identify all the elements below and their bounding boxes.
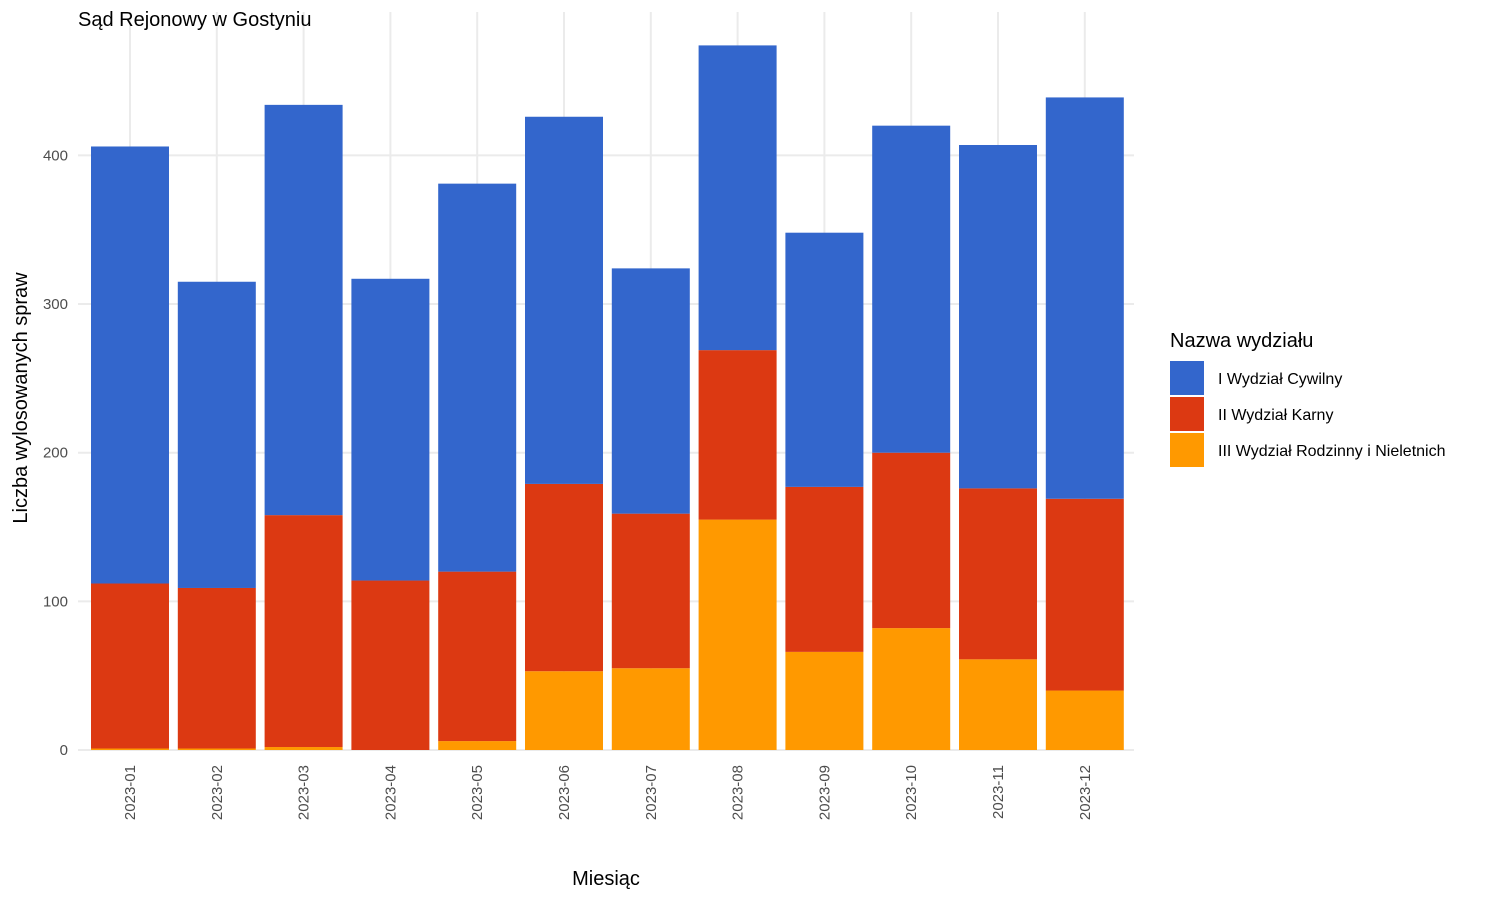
legend-label: II Wydział Karny — [1218, 407, 1333, 424]
x-tick-label: 2023-01 — [122, 765, 139, 820]
bar-segment — [611, 268, 690, 514]
bar-segment — [785, 486, 864, 652]
x-tick-label: 2023-02 — [209, 765, 226, 820]
x-tick-label: 2023-11 — [990, 765, 1007, 819]
legend-items: I Wydział Cywilny II Wydział Karny III Wyd… — [1170, 361, 1446, 467]
bar-segment — [264, 104, 343, 516]
bar-segment — [1045, 97, 1124, 499]
y-tick-label: 400 — [43, 147, 68, 164]
bar-segment — [91, 748, 169, 750]
y-tick-label: 300 — [43, 296, 68, 313]
legend-label: III Wydział Rodzinny i Nieletnich — [1218, 443, 1446, 460]
legend-swatch — [1170, 361, 1204, 395]
bar-segment — [264, 515, 343, 748]
x-tick-label: 2023-03 — [296, 765, 313, 820]
x-tick-label: 2023-09 — [816, 765, 833, 820]
bar-segment — [351, 278, 430, 581]
bar-segment — [959, 488, 1037, 660]
bar-segment — [264, 747, 343, 750]
chart-title: Sąd Rejonowy w Gostyniu — [78, 9, 311, 31]
bar-segment — [1045, 498, 1124, 691]
x-axis-title: Miesiąc — [572, 868, 640, 890]
legend-swatch — [1170, 433, 1204, 467]
bar-segment — [177, 281, 256, 588]
bar-segment — [611, 668, 690, 750]
bar-segment — [525, 671, 603, 750]
bar-segment — [351, 580, 430, 750]
bar-segment — [525, 116, 603, 484]
bars — [91, 45, 1124, 750]
bar-segment — [698, 350, 777, 520]
x-tick-label: 2023-08 — [730, 765, 747, 820]
x-tick-label: 2023-06 — [556, 765, 573, 820]
bar-segment — [611, 513, 690, 669]
bar-segment — [438, 183, 517, 572]
bar-segment — [1045, 690, 1124, 750]
bar-segment — [525, 483, 603, 672]
bar-segment — [872, 125, 951, 453]
bar-segment — [698, 519, 777, 750]
x-tick-label: 2023-04 — [382, 765, 399, 820]
x-tick-label: 2023-07 — [643, 765, 660, 820]
bar-segment — [698, 45, 777, 351]
y-axis-title: Liczba wylosowanych spraw — [10, 272, 32, 524]
bar-segment — [91, 146, 169, 584]
bar-segment — [785, 651, 864, 750]
legend-title: Nazwa wydziału — [1170, 330, 1313, 352]
bar-segment — [438, 571, 517, 742]
x-tick-label: 2023-10 — [903, 765, 920, 820]
bar-segment — [959, 144, 1037, 489]
legend: Nazwa wydziału I Wydział Cywilny II Wydzi… — [1170, 330, 1446, 467]
bar-segment — [785, 232, 864, 487]
legend-label: I Wydział Cywilny — [1218, 371, 1342, 388]
y-tick-label: 100 — [43, 593, 68, 610]
y-tick-label: 200 — [43, 445, 68, 462]
y-axis-ticks: 0 100 200 300 400 — [43, 147, 68, 759]
bar-segment — [177, 748, 256, 750]
bar-segment — [959, 659, 1037, 750]
x-axis-ticks: 2023-01 2023-02 2023-03 2023-04 2023-05 2023-… — [122, 765, 1094, 820]
bar-segment — [872, 628, 951, 750]
legend-swatch — [1170, 397, 1204, 431]
bar-segment — [91, 583, 169, 749]
bar-segment — [177, 587, 256, 749]
y-tick-label: 0 — [60, 742, 68, 759]
x-tick-label: 2023-05 — [469, 765, 486, 820]
bar-segment — [438, 741, 517, 750]
x-tick-label: 2023-12 — [1077, 765, 1094, 820]
bar-segment — [872, 452, 951, 629]
